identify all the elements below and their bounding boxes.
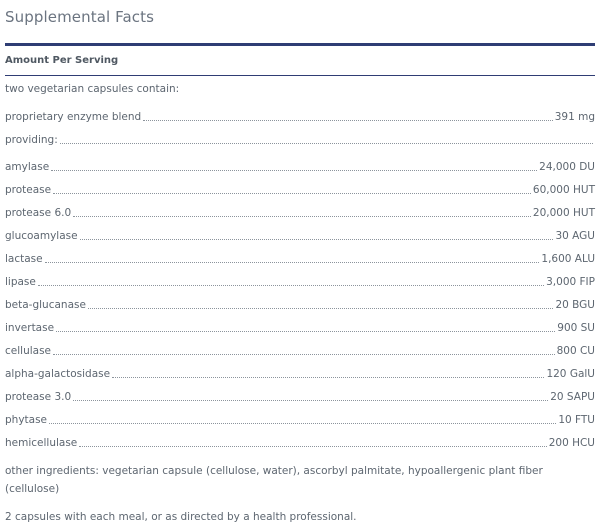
other-ingredients: other ingredients: vegetarian capsule (c… (5, 465, 543, 495)
dot-leader (51, 169, 538, 171)
enzyme-label: amylase (5, 161, 50, 173)
dot-leader (56, 330, 556, 332)
dot-leader (44, 261, 540, 263)
dot-leader (73, 215, 531, 217)
enzyme-row: alpha-galactosidase 120 GalU (5, 367, 595, 381)
dot-leader (49, 422, 557, 424)
enzyme-amount: 200 HCU (548, 437, 595, 449)
enzyme-label: beta-glucanase (5, 299, 86, 311)
enzyme-label: invertase (5, 322, 55, 334)
enzyme-label: protease (5, 184, 52, 196)
dot-leader (53, 353, 555, 355)
dot-leader (37, 284, 545, 286)
enzyme-amount: 20 SAPU (550, 391, 595, 403)
enzyme-label: protease 6.0 (5, 207, 72, 219)
enzyme-label: lactase (5, 253, 43, 265)
enzyme-label: lipase (5, 276, 36, 288)
enzyme-row: lipase 3,000 FIP (5, 275, 595, 289)
serving-intro: two vegetarian capsules contain: (5, 83, 180, 95)
enzyme-row: protease 60,000 HUT (5, 183, 595, 197)
enzyme-row: lactase 1,600 ALU (5, 252, 595, 266)
enzyme-row: protease 6.0 20,000 HUT (5, 206, 595, 220)
header-divider-thick (5, 43, 595, 46)
providing-label: providing: (5, 134, 58, 146)
enzyme-label: cellulase (5, 345, 52, 357)
blend-label: proprietary enzyme blend (5, 111, 142, 123)
dot-leader (53, 192, 531, 194)
enzyme-row: cellulase 800 CU (5, 344, 595, 358)
page-title: Supplemental Facts (5, 8, 155, 26)
directions: 2 capsules with each meal, or as directe… (5, 511, 357, 523)
enzyme-label: glucoamylase (5, 230, 78, 242)
enzyme-label: phytase (5, 414, 48, 426)
enzyme-row: protease 3.0 20 SAPU (5, 390, 595, 404)
dot-leader (112, 376, 545, 378)
amount-per-serving-header: Amount Per Serving (5, 55, 119, 66)
dot-leader (79, 445, 547, 447)
enzyme-amount: 1,600 ALU (541, 253, 595, 265)
enzyme-row: phytase 10 FTU (5, 413, 595, 427)
enzyme-amount: 30 AGU (555, 230, 595, 242)
dot-leader (143, 119, 553, 121)
blend-value: 391 mg (554, 111, 595, 123)
enzyme-row: hemicellulase 200 HCU (5, 436, 595, 450)
enzyme-label: protease 3.0 (5, 391, 72, 403)
enzyme-amount: 20 BGU (555, 299, 595, 311)
enzyme-label: hemicellulase (5, 437, 78, 449)
enzyme-amount: 24,000 DU (539, 161, 595, 173)
enzyme-amount: 900 SU (557, 322, 595, 334)
enzyme-row: beta-glucanase 20 BGU (5, 298, 595, 312)
dot-leader (73, 399, 549, 401)
enzyme-label: alpha-galactosidase (5, 368, 111, 380)
enzyme-amount: 3,000 FIP (546, 276, 595, 288)
enzyme-row: invertase 900 SU (5, 321, 595, 335)
enzyme-amount: 120 GalU (546, 368, 595, 380)
enzyme-row: glucoamylase 30 AGU (5, 229, 595, 243)
dot-leader (59, 142, 593, 144)
enzyme-amount: 800 CU (556, 345, 595, 357)
header-divider-thin (5, 75, 595, 76)
dot-leader (87, 307, 554, 309)
enzyme-amount: 60,000 HUT (532, 184, 595, 196)
blend-row: proprietary enzyme blend 391 mg (5, 110, 595, 124)
enzyme-amount: 10 FTU (558, 414, 595, 426)
enzyme-row: amylase 24,000 DU (5, 160, 595, 174)
enzyme-amount: 20,000 HUT (532, 207, 595, 219)
providing-row: providing: (5, 133, 595, 147)
dot-leader (79, 238, 554, 240)
